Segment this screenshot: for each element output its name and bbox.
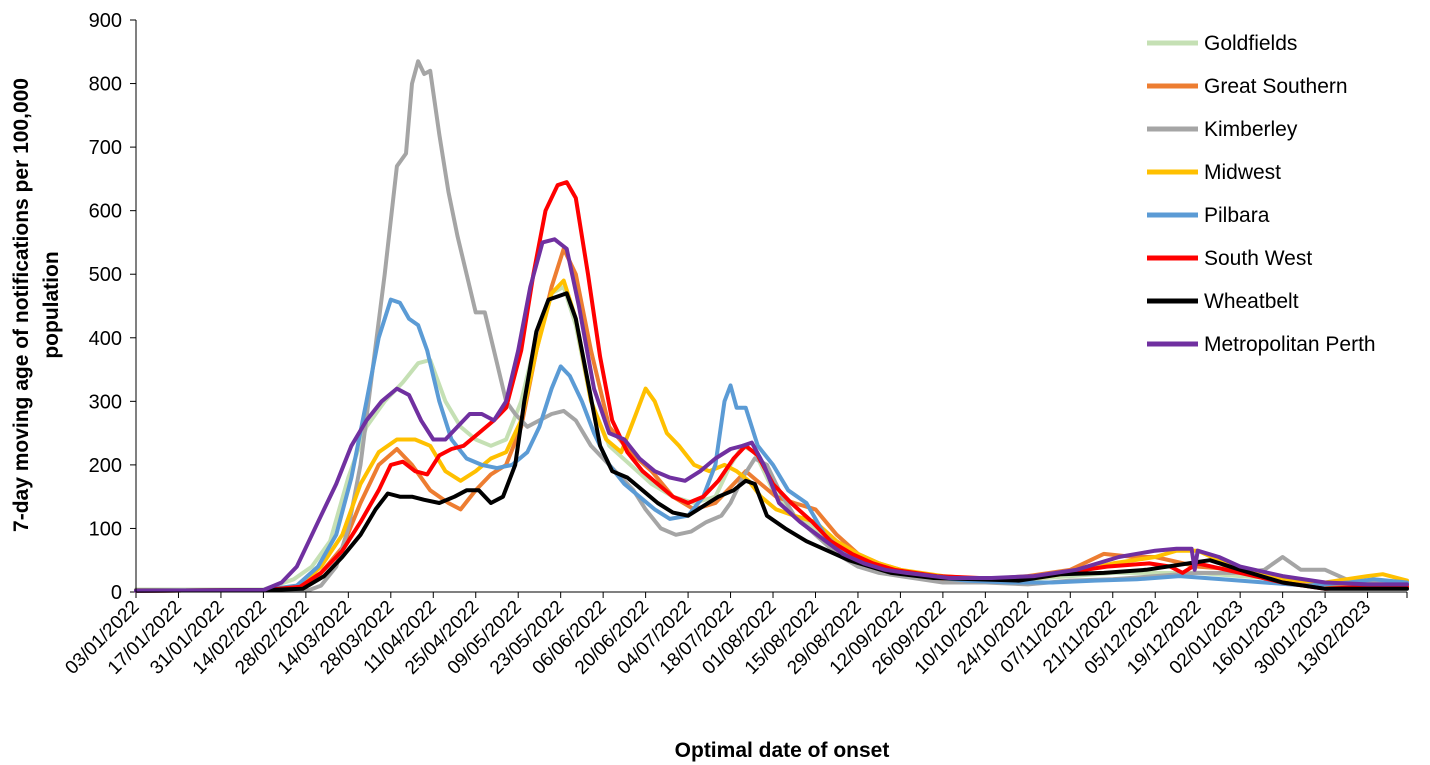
- series-lines: [134, 59, 1409, 593]
- y-tick-label: 800: [89, 74, 122, 96]
- y-axis-title-line-2: population: [40, 251, 63, 358]
- x-axis-ticks: 03/01/202217/01/202231/01/202214/02/2022…: [61, 592, 1408, 679]
- x-axis-title: Optimal date of onset: [675, 739, 890, 762]
- y-tick-label: 300: [89, 391, 122, 413]
- y-tick-label: 100: [89, 518, 122, 540]
- y-tick-label: 900: [89, 10, 122, 32]
- y-tick-label: 500: [89, 264, 122, 286]
- y-tick-label: 400: [89, 328, 122, 350]
- legend-label: South West: [1204, 247, 1312, 270]
- series-line-wheatbelt: [134, 291, 1409, 593]
- y-axis-ticks: 0 100 200 300 400 500 600 700 800 900: [89, 10, 136, 604]
- legend-label: Kimberley: [1204, 118, 1298, 141]
- legend-label: Goldfields: [1204, 32, 1297, 55]
- series-line-midwest: [134, 278, 1409, 593]
- legend-label: Great Southern: [1204, 75, 1348, 98]
- y-axis-title: 7-day moving age of notifications per 10…: [10, 78, 63, 532]
- y-tick-label: 0: [111, 582, 122, 604]
- y-axis-title-line-1: 7-day moving age of notifications per 10…: [10, 78, 33, 532]
- y-tick-label: 600: [89, 201, 122, 223]
- y-tick-label: 200: [89, 455, 122, 477]
- legend: Goldfields Great Southern Kimberley Midwest…: [1147, 32, 1376, 356]
- legend-label: Wheatbelt: [1204, 290, 1299, 313]
- legend-label: Metropolitan Perth: [1204, 333, 1376, 356]
- legend-label: Midwest: [1204, 161, 1281, 184]
- series-line-south-west: [134, 180, 1409, 593]
- series-line-pilbara: [134, 297, 1409, 593]
- y-tick-label: 700: [89, 137, 122, 159]
- series-line-metropolitan-perth: [134, 237, 1409, 593]
- legend-label: Pilbara: [1204, 204, 1270, 227]
